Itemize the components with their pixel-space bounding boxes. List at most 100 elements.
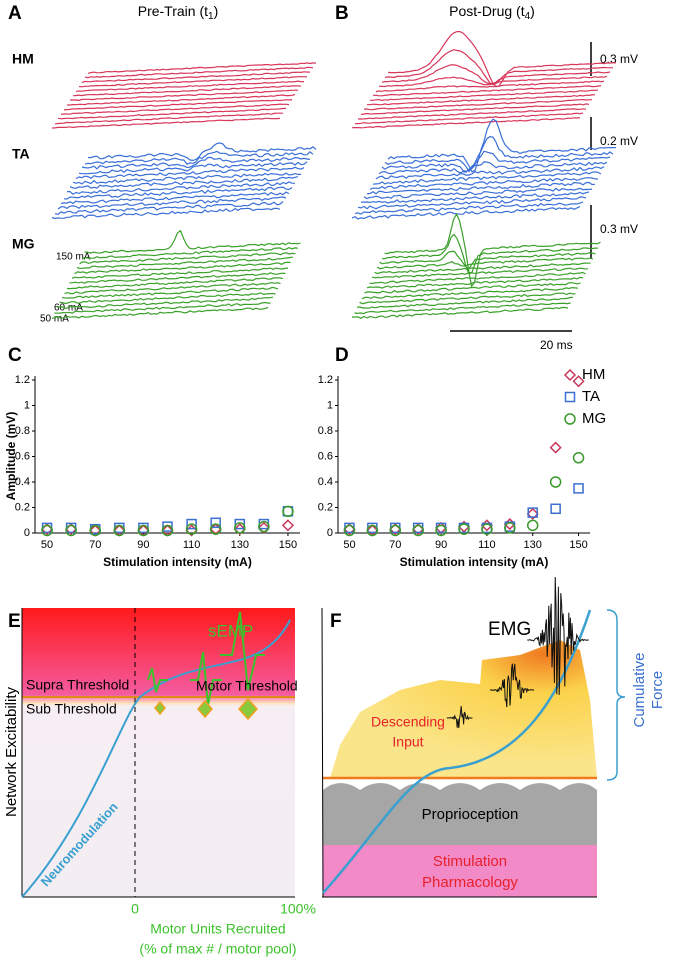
proprioception-label: Proprioception <box>422 806 519 823</box>
descending-label: Descending <box>371 714 445 730</box>
marker <box>565 414 575 424</box>
x-tick-label: 90 <box>137 539 149 551</box>
y-tick-label: 0.6 <box>318 450 333 462</box>
y-tick-label: 0 <box>24 527 30 539</box>
trace <box>85 67 313 77</box>
trace <box>352 308 568 319</box>
trace <box>73 86 301 96</box>
y-tick-label: 0.2 <box>318 501 333 513</box>
marker <box>528 520 538 530</box>
marker <box>566 393 575 402</box>
force-label: Force <box>649 671 666 709</box>
legend-label: TA <box>582 388 600 405</box>
scale-label: 0.3 mV <box>600 52 638 66</box>
trace <box>70 273 286 283</box>
x-tick-label: 130 <box>524 539 542 551</box>
trace <box>77 257 293 268</box>
intensity-label: 50 mA <box>40 314 69 325</box>
marker <box>283 506 293 516</box>
trace <box>67 182 295 194</box>
force-bracket <box>607 610 625 780</box>
y-tick-label: 0.4 <box>318 476 333 488</box>
marker <box>574 484 583 493</box>
panel-title: Pre-Train (t1) <box>138 3 219 22</box>
semp-label: sEMP <box>208 621 253 640</box>
trace <box>67 278 283 289</box>
descending-label: Input <box>392 734 423 750</box>
legend-label: HM <box>582 366 605 383</box>
y-tick-label: 0.2 <box>15 501 30 513</box>
trace <box>61 104 289 114</box>
marker <box>551 504 560 513</box>
stimulation-label: Stimulation <box>433 853 507 870</box>
panel-letter: F <box>330 611 342 632</box>
y-tick-label: 0.8 <box>318 425 333 437</box>
x-tick-label: 110 <box>478 539 496 551</box>
emg-label: EMG <box>488 619 531 640</box>
trace <box>79 77 307 87</box>
marker <box>551 443 561 453</box>
motor-threshold-label: Motor Threshold <box>196 678 298 694</box>
trace <box>55 303 271 314</box>
trace <box>370 90 598 100</box>
x-tick-label: 50 <box>343 539 355 551</box>
title-part: Pre-Train (t <box>138 3 208 19</box>
y-axis-label: Amplitude (mV) <box>4 412 18 501</box>
scale-label: 0.2 mV <box>600 134 638 148</box>
x-axis-label: (% of max # / motor pool) <box>139 941 296 957</box>
title-part: ) <box>530 3 535 19</box>
stimulation-label: Pharmacology <box>422 874 518 891</box>
title-part: Post-Drug (t <box>449 3 525 19</box>
trace <box>82 248 298 259</box>
panel-letter: D <box>335 345 349 366</box>
trace <box>75 262 291 273</box>
x-tick-label: 70 <box>389 539 401 551</box>
x-tick-label: 90 <box>435 539 447 551</box>
marker <box>565 370 575 380</box>
marker <box>551 477 561 487</box>
trace <box>52 118 280 128</box>
x-tick-label: 150 <box>279 539 297 551</box>
trace <box>377 258 593 269</box>
y-tick-label: 1.2 <box>318 374 333 386</box>
supra-label: Supra Threshold <box>26 677 129 693</box>
panel-letter: E <box>8 611 21 632</box>
x-tick-label: 50 <box>41 539 53 551</box>
force-label: Cumulative <box>631 652 648 727</box>
muscle-label: TA <box>12 146 30 162</box>
marker <box>574 453 584 463</box>
trace <box>76 81 304 91</box>
title-part: ) <box>214 3 219 19</box>
x-end: 100% <box>280 901 316 917</box>
panel-title: Post-Drug (t4) <box>449 3 535 22</box>
muscle-label: HM <box>12 51 34 67</box>
panel-letter: A <box>8 3 22 24</box>
x-tick-label: 110 <box>183 539 201 551</box>
trace <box>352 118 580 128</box>
trace <box>372 268 588 278</box>
x-tick-label: 150 <box>569 539 587 551</box>
y-axis-label: Network Excitability <box>3 686 20 817</box>
y-tick-label: 0 <box>327 527 333 539</box>
x-tick-label: 70 <box>89 539 101 551</box>
x-axis-label: Motor Units Recruited <box>150 921 285 937</box>
trace <box>70 90 298 100</box>
marker <box>367 525 377 535</box>
scale-label: 20 ms <box>540 338 573 352</box>
trace <box>65 283 281 294</box>
marker <box>114 525 124 535</box>
x-axis-label: Stimulation intensity (mA) <box>103 555 252 569</box>
x-tick-label: 130 <box>231 539 249 551</box>
muscle-label: MG <box>12 236 35 252</box>
x-start: 0 <box>131 901 139 917</box>
trace <box>367 183 595 194</box>
sub-label: Sub Threshold <box>26 701 117 717</box>
trace <box>364 188 592 198</box>
trace <box>52 208 280 218</box>
panel-letter: C <box>8 345 22 366</box>
y-tick-label: 1 <box>24 399 30 411</box>
legend-label: MG <box>582 410 606 427</box>
scale-label: 0.3 mV <box>600 222 638 236</box>
trace <box>364 100 592 110</box>
